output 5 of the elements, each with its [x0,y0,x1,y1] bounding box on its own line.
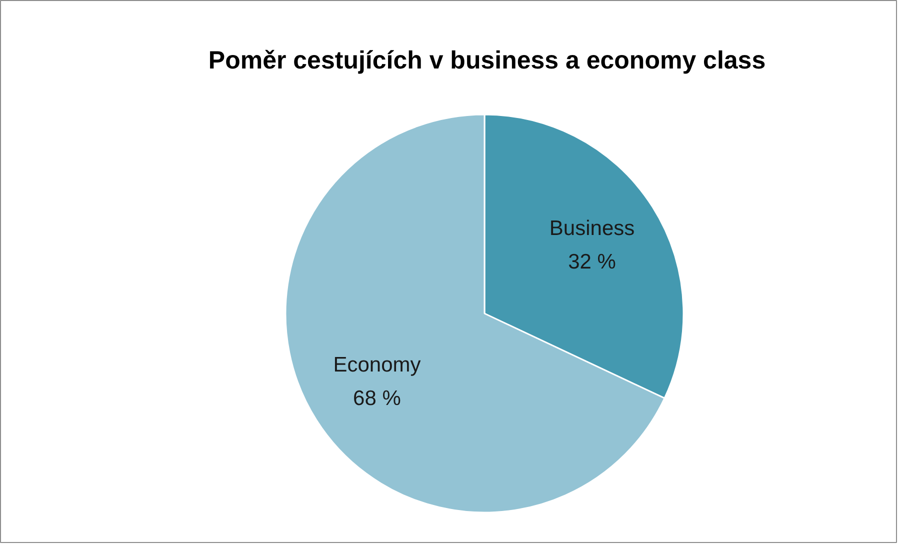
chart-title: Poměr cestujících v business a economy class [208,46,766,74]
data-label: 68 % [353,386,401,410]
slice-label: Business [549,217,635,240]
slice-label: Economy [333,354,422,377]
data-label: 32 % [568,250,616,274]
